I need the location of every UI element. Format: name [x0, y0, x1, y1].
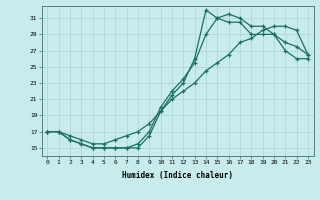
X-axis label: Humidex (Indice chaleur): Humidex (Indice chaleur) [122, 171, 233, 180]
